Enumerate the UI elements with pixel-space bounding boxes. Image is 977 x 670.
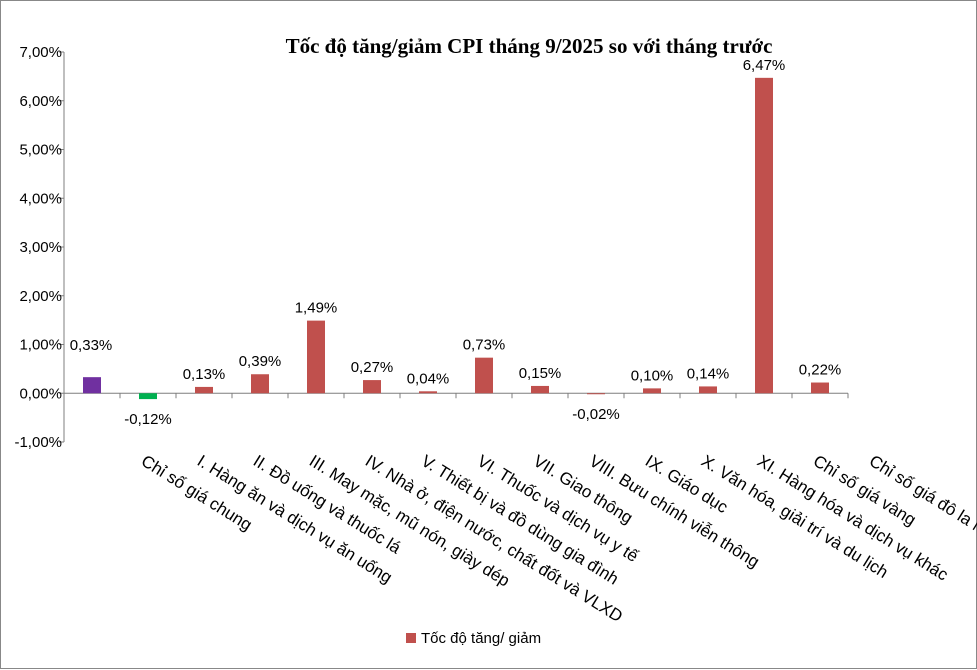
data-label: 0,04% (407, 370, 450, 387)
legend-swatch (406, 633, 416, 643)
x-axis (63, 392, 849, 399)
legend-label: Tốc độ tăng/ giảm (421, 630, 541, 647)
y-tick-label: 1,00% (19, 337, 62, 354)
data-label: 0,13% (183, 366, 226, 383)
data-label: 0,27% (351, 359, 394, 376)
bar (699, 386, 717, 394)
bar (195, 386, 213, 394)
data-label: 0,33% (70, 337, 113, 354)
y-tick-label: 0,00% (19, 385, 62, 402)
data-label: 6,47% (743, 57, 786, 74)
bar (419, 391, 437, 394)
bar (755, 77, 773, 394)
bar (83, 377, 101, 394)
y-tick-label: 7,00% (19, 44, 62, 61)
data-label: 0,73% (463, 337, 506, 354)
chart-title: Tốc độ tăng/giảm CPI tháng 9/2025 so với… (286, 34, 773, 58)
bar (307, 320, 325, 394)
data-label: 0,15% (519, 365, 562, 382)
bar (643, 388, 661, 394)
y-tick-label: 6,00% (19, 93, 62, 110)
y-tick-label: 4,00% (19, 190, 62, 207)
bar (363, 380, 381, 394)
data-label: 0,22% (799, 362, 842, 379)
data-label: 1,49% (295, 300, 338, 317)
bar (251, 374, 269, 394)
data-label: -0,02% (572, 406, 620, 423)
data-label: -0,12% (124, 411, 172, 428)
y-tick-label: -1,00% (14, 434, 62, 451)
bar (475, 357, 493, 394)
bar (587, 393, 605, 395)
bars (83, 77, 829, 400)
bar (531, 385, 549, 394)
y-tick-label: 5,00% (19, 142, 62, 159)
y-tick-label: 3,00% (19, 239, 62, 256)
y-axis: -1,00% 0,00% 1,00% 2,00% 3,00% 4,00% 5,00% 6,00… (14, 44, 65, 451)
legend: Tốc độ tăng/ giảm (406, 630, 541, 647)
data-label: 0,14% (687, 365, 730, 382)
bar (139, 393, 157, 400)
data-labels: 0,33% -0,12% 0,13% 0,39% 1,49% 0,27% 0,04% 0,73… (70, 57, 842, 428)
bar (811, 382, 829, 394)
data-label: 0,10% (631, 367, 674, 384)
data-label: 0,39% (239, 353, 282, 370)
y-tick-label: 2,00% (19, 288, 62, 305)
